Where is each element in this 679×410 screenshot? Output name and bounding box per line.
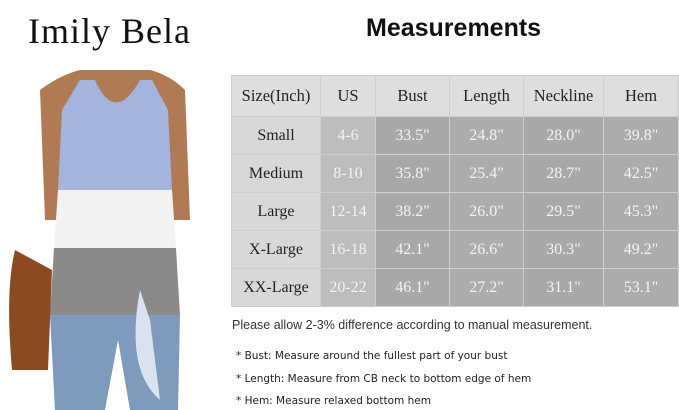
table-row: Small 4-6 33.5" 24.8" 28.0" 39.8": [231, 116, 679, 155]
table-row: Large 12-14 38.2" 26.0" 29.5" 45.3": [231, 192, 679, 231]
tank-top-blue-stripe: [58, 80, 172, 190]
bullet-hem: * Hem: Measure relaxed bottom hem: [236, 395, 431, 407]
table-row: X-Large 16-18 42.1" 26.6" 30.3" 49.2": [231, 230, 679, 269]
header-bust: Bust: [375, 75, 450, 117]
header-hem: Hem: [603, 75, 679, 117]
bullet-length: * Length: Measure from CB neck to bottom…: [236, 373, 532, 385]
header-row: Size(Inch) US Bust Length Neckline Hem: [231, 75, 679, 117]
header-size: Size(Inch): [231, 75, 321, 117]
cell: 35.8": [375, 154, 450, 193]
tank-top-white-stripe: [54, 190, 176, 248]
cell: 49.2": [603, 230, 679, 269]
cell: 33.5": [375, 116, 450, 155]
brand-logo: Imily Bela: [28, 11, 191, 51]
cell: 27.2": [449, 268, 524, 307]
tolerance-note: Please allow 2-3% difference according t…: [232, 318, 593, 332]
cell: 20-22: [320, 268, 376, 307]
bullet-bust: * Bust: Measure around the fullest part …: [236, 350, 508, 362]
header-length: Length: [449, 75, 524, 117]
tank-top-gray-stripe: [50, 248, 180, 315]
cell: Medium: [231, 154, 321, 193]
header-neckline: Neckline: [523, 75, 604, 117]
cell: 26.0": [449, 192, 524, 231]
cell: 53.1": [603, 268, 679, 307]
cell: 45.3": [603, 192, 679, 231]
cell: 8-10: [320, 154, 376, 193]
cell: 29.5": [523, 192, 604, 231]
header-us: US: [320, 75, 376, 117]
size-chart-table: Size(Inch) US Bust Length Neckline Hem S…: [231, 75, 679, 307]
cell: 30.3": [523, 230, 604, 269]
cell: 24.8": [449, 116, 524, 155]
cell: 31.1": [523, 268, 604, 307]
product-photo: [0, 70, 225, 410]
cell: 28.7": [523, 154, 604, 193]
cell: 16-18: [320, 230, 376, 269]
cell: 42.1": [375, 230, 450, 269]
table-row: Medium 8-10 35.8" 25.4" 28.7" 42.5": [231, 154, 679, 193]
cell: 26.6": [449, 230, 524, 269]
cell: Small: [231, 116, 321, 155]
cell: 39.8": [603, 116, 679, 155]
cell: 46.1": [375, 268, 450, 307]
cell: 25.4": [449, 154, 524, 193]
table-row: XX-Large 20-22 46.1" 27.2" 31.1" 53.1": [231, 268, 679, 307]
cell: 28.0": [523, 116, 604, 155]
cell: 12-14: [320, 192, 376, 231]
cell: X-Large: [231, 230, 321, 269]
cell: 38.2": [375, 192, 450, 231]
cell: 4-6: [320, 116, 376, 155]
handbag: [9, 250, 53, 370]
cell: XX-Large: [231, 268, 321, 307]
cell: Large: [231, 192, 321, 231]
page-title: Measurements: [366, 14, 542, 42]
cell: 42.5": [603, 154, 679, 193]
